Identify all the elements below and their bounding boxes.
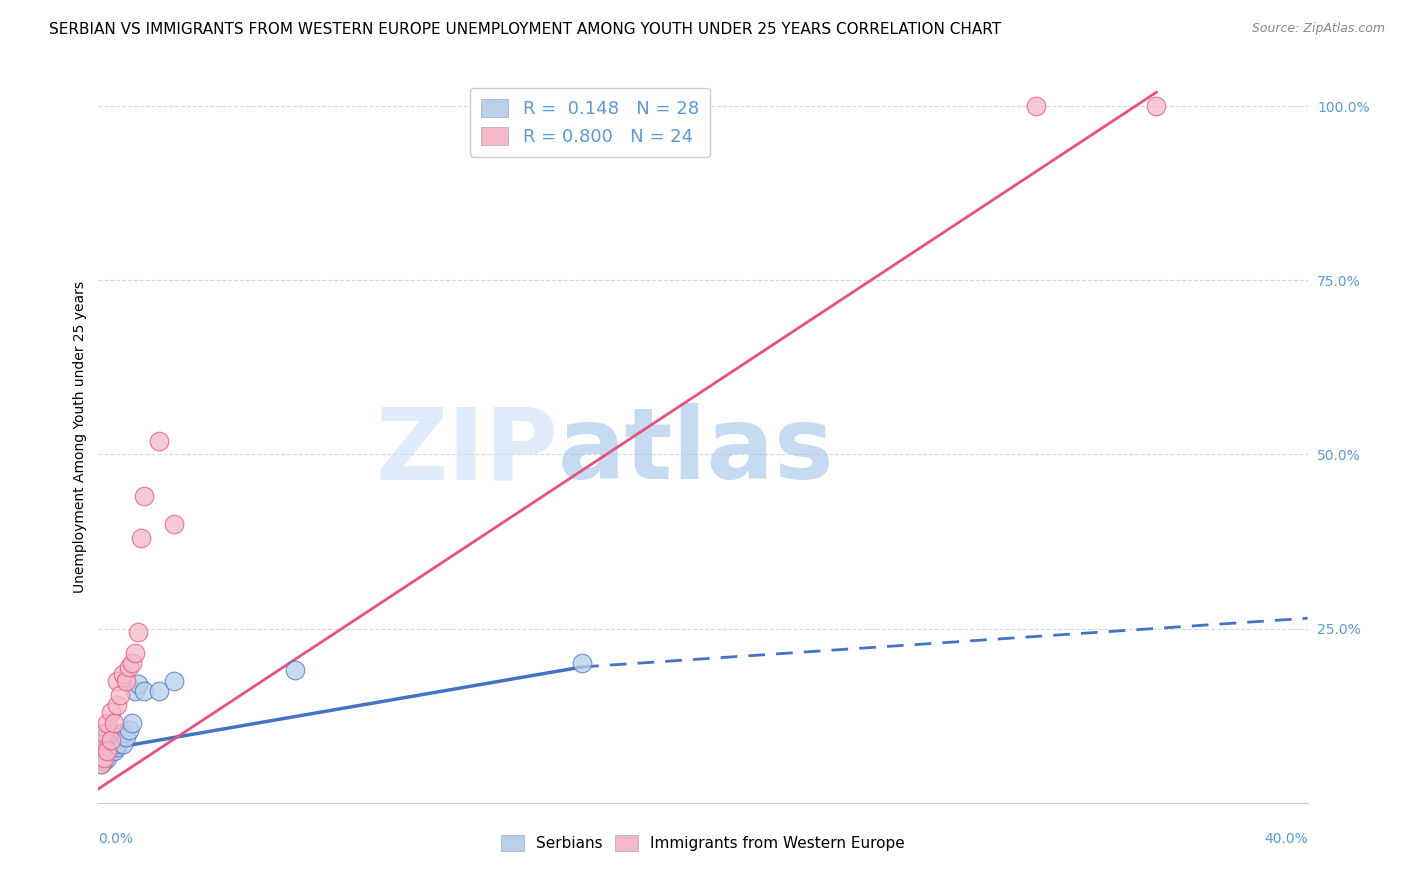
Point bbox=[90, 757, 112, 772]
Point bbox=[105, 698, 128, 713]
Point bbox=[132, 684, 155, 698]
Point bbox=[96, 750, 118, 764]
Point bbox=[111, 737, 134, 751]
Point bbox=[93, 750, 115, 764]
Point bbox=[93, 726, 115, 740]
Y-axis label: Unemployment Among Youth under 25 years: Unemployment Among Youth under 25 years bbox=[73, 281, 87, 593]
Point bbox=[90, 737, 112, 751]
Point bbox=[111, 726, 134, 740]
Point bbox=[132, 489, 155, 503]
Point bbox=[1144, 99, 1167, 113]
Point bbox=[163, 517, 186, 532]
Point bbox=[124, 684, 146, 698]
Point bbox=[96, 715, 118, 730]
Point bbox=[93, 754, 115, 768]
Point bbox=[103, 726, 125, 740]
Point bbox=[96, 743, 118, 757]
Text: atlas: atlas bbox=[558, 403, 835, 500]
Point bbox=[121, 657, 143, 671]
Point bbox=[96, 726, 118, 740]
Text: SERBIAN VS IMMIGRANTS FROM WESTERN EUROPE UNEMPLOYMENT AMONG YOUTH UNDER 25 YEAR: SERBIAN VS IMMIGRANTS FROM WESTERN EUROP… bbox=[49, 22, 1001, 37]
Point bbox=[1024, 99, 1046, 113]
Point bbox=[129, 531, 152, 545]
Point bbox=[100, 705, 122, 719]
Text: Source: ZipAtlas.com: Source: ZipAtlas.com bbox=[1251, 22, 1385, 36]
Text: 40.0%: 40.0% bbox=[1264, 832, 1308, 846]
Point bbox=[105, 740, 128, 755]
Text: ZIP: ZIP bbox=[375, 403, 558, 500]
Point bbox=[127, 677, 149, 691]
Point bbox=[103, 743, 125, 757]
Point bbox=[118, 723, 141, 737]
Point bbox=[127, 625, 149, 640]
Point bbox=[148, 684, 170, 698]
Point bbox=[93, 733, 115, 747]
Point bbox=[105, 737, 128, 751]
Point bbox=[96, 730, 118, 744]
Legend: Serbians, Immigrants from Western Europe: Serbians, Immigrants from Western Europe bbox=[495, 830, 911, 857]
Point bbox=[124, 646, 146, 660]
Point bbox=[90, 757, 112, 772]
Point bbox=[111, 667, 134, 681]
Point bbox=[108, 688, 131, 702]
Point bbox=[103, 715, 125, 730]
Point bbox=[93, 743, 115, 757]
Point bbox=[105, 673, 128, 688]
Point bbox=[148, 434, 170, 448]
Point bbox=[100, 733, 122, 747]
Point bbox=[118, 660, 141, 674]
Text: 0.0%: 0.0% bbox=[98, 832, 134, 846]
Point bbox=[100, 743, 122, 757]
Point bbox=[90, 747, 112, 761]
Point bbox=[108, 730, 131, 744]
Point bbox=[284, 664, 307, 678]
Point bbox=[114, 673, 136, 688]
Point bbox=[114, 730, 136, 744]
Point bbox=[571, 657, 593, 671]
Point bbox=[163, 673, 186, 688]
Point bbox=[96, 740, 118, 755]
Point bbox=[121, 715, 143, 730]
Point bbox=[100, 733, 122, 747]
